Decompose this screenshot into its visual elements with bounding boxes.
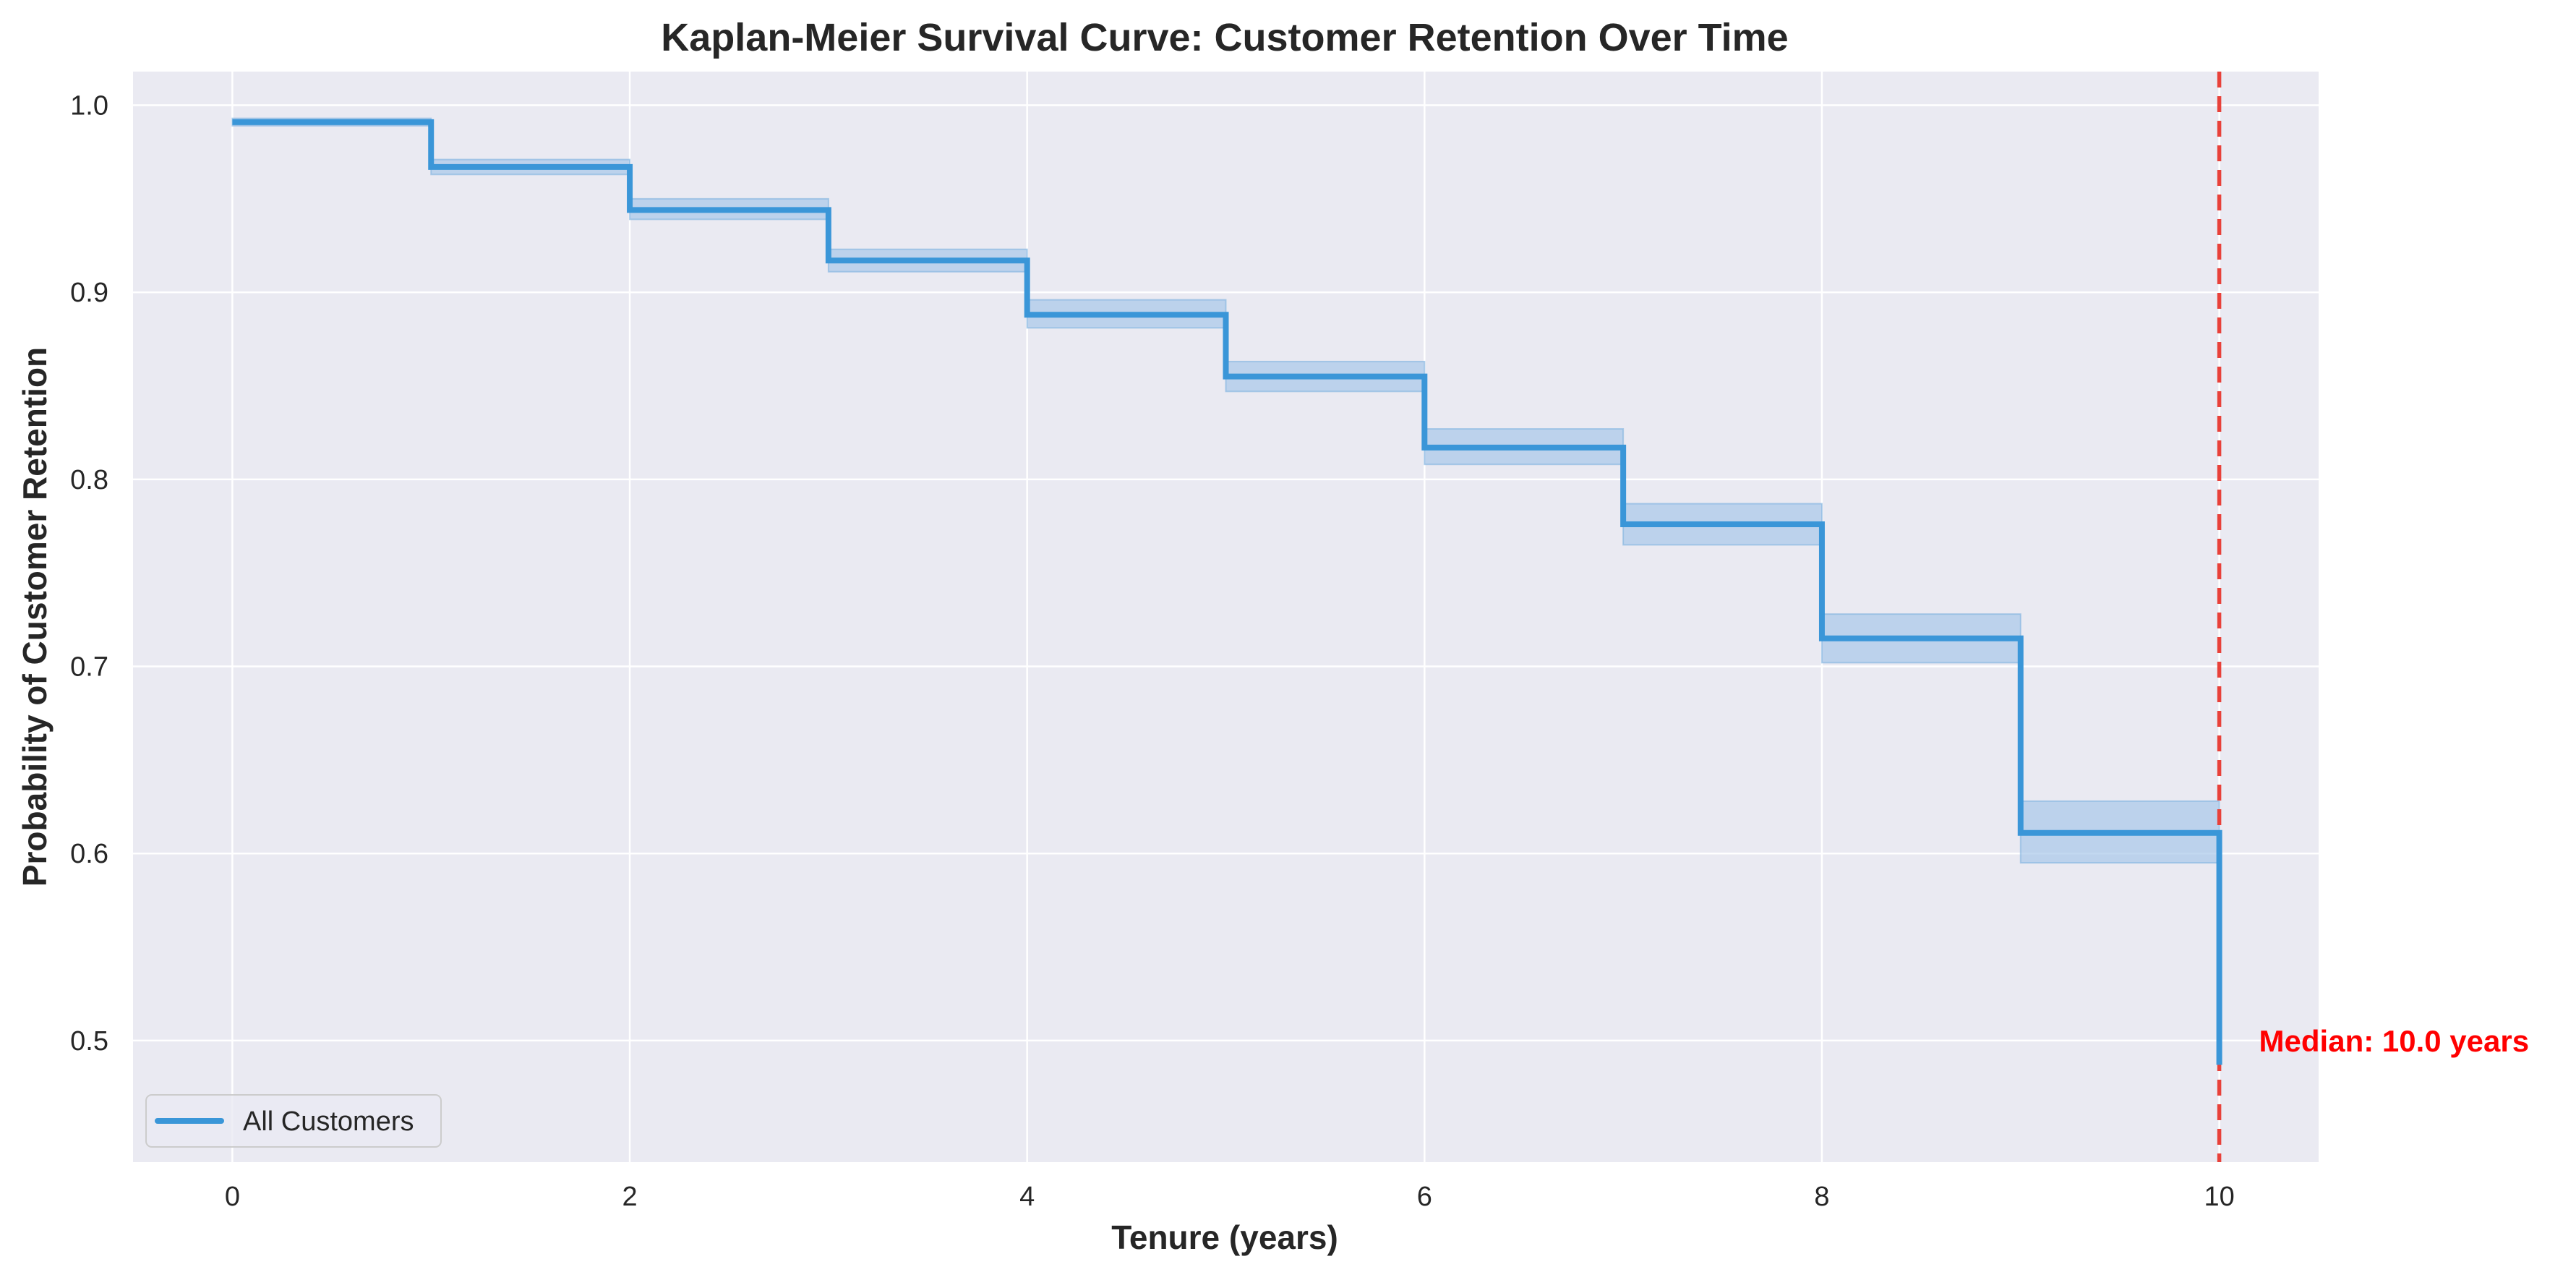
legend-box	[145, 1094, 442, 1148]
x-tick-label: 6	[1417, 1182, 1432, 1212]
x-tick-label: 10	[2204, 1182, 2234, 1212]
x-axis-label: Tenure (years)	[1111, 1219, 1338, 1256]
y-tick-label: 1.0	[70, 91, 108, 121]
y-tick-label: 0.9	[70, 278, 108, 308]
x-tick-label: 2	[622, 1182, 637, 1212]
y-tick-label: 0.5	[70, 1026, 108, 1057]
y-tick-label: 0.6	[70, 839, 108, 869]
y-tick-label: 0.7	[70, 652, 108, 683]
axis-ticks: 0 2 4 6 8 10 0.5 0.6 0.7 0.8 0.9 1.0	[70, 91, 2235, 1212]
legend: All Customers	[145, 1094, 442, 1148]
legend-label-all-customers: All Customers	[243, 1106, 414, 1137]
x-tick-label: 4	[1019, 1182, 1035, 1212]
survival-series	[232, 119, 2222, 1065]
chart-title: Kaplan-Meier Survival Curve: Customer Re…	[661, 16, 1788, 59]
x-tick-label: 0	[225, 1182, 240, 1212]
y-tick-label: 0.8	[70, 465, 108, 495]
x-tick-label: 8	[1814, 1182, 1829, 1212]
y-axis-label: Probability of Customer Retention	[16, 347, 54, 887]
median-annotation: Median: 10.0 years	[2259, 1024, 2530, 1058]
survival-step-line	[232, 119, 2222, 1065]
